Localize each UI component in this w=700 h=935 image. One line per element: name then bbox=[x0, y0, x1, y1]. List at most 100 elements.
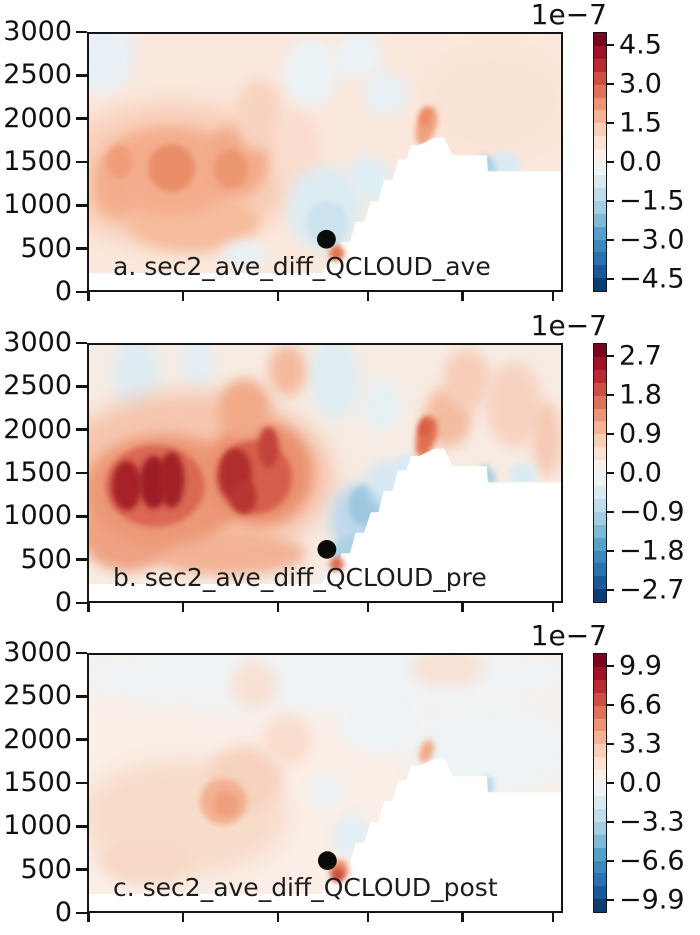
colorbar-tick-label-a: 1.5 bbox=[619, 107, 662, 139]
colorbar-tick-label-c: 0.0 bbox=[619, 767, 662, 799]
x-tick-mark-a bbox=[366, 292, 370, 301]
colorbar-cell bbox=[594, 33, 606, 46]
colorbar-cell bbox=[594, 200, 606, 214]
colorbar-cell bbox=[594, 576, 606, 590]
y-tick-mark-a bbox=[76, 204, 87, 207]
x-tick-mark-a bbox=[461, 292, 464, 301]
y-tick-mark-a bbox=[76, 160, 87, 164]
y-tick-label-c: 0 bbox=[54, 897, 72, 928]
y-tick-label-a: 1500 bbox=[3, 146, 72, 177]
marker-dot-a bbox=[316, 229, 336, 249]
panel-b: b. sec2_ave_diff_QCLOUD_pre 1e−7 3000 250… bbox=[0, 312, 700, 617]
y-tick-mark-c bbox=[76, 911, 87, 915]
colorbar-tick-mark-a bbox=[607, 43, 614, 47]
y-tick-label-a: 0 bbox=[54, 276, 72, 307]
y-tick-label-b: 0 bbox=[54, 587, 72, 618]
colorbar-cell bbox=[594, 795, 606, 809]
colorbar-cell bbox=[594, 744, 606, 758]
y-tick-mark-a bbox=[76, 290, 87, 294]
colorbar-tick-mark-b bbox=[607, 393, 614, 397]
colorbar-scale-label-c: 1e−7 bbox=[530, 619, 607, 652]
panel-a: a. sec2_ave_diff_QCLOUD_ave 1e−7 3000 250… bbox=[0, 1, 700, 306]
colorbar-tick-mark-c bbox=[607, 742, 614, 746]
y-tick-label-b: 2000 bbox=[3, 413, 72, 445]
colorbar-tick-label-b: 0.9 bbox=[619, 418, 662, 450]
contour-plot-b: b. sec2_ave_diff_QCLOUD_pre bbox=[87, 343, 563, 603]
colorbar-tick-label-a: 4.5 bbox=[619, 29, 662, 61]
colorbar-cell bbox=[594, 847, 606, 861]
colorbar-cell bbox=[594, 821, 606, 835]
colorbar-tick-mark-a bbox=[607, 277, 614, 281]
panel-label-c: c. sec2_ave_diff_QCLOUD_post bbox=[113, 872, 498, 902]
colorbar-b bbox=[593, 343, 607, 603]
colorbar-cell bbox=[594, 421, 606, 435]
x-tick-mark-b bbox=[461, 603, 464, 612]
x-tick-mark-a bbox=[276, 292, 280, 301]
colorbar-cell bbox=[594, 434, 606, 448]
y-tick-mark-a bbox=[76, 117, 87, 120]
colorbar-cell bbox=[594, 123, 606, 137]
panel-label-a: a. sec2_ave_diff_QCLOUD_ave bbox=[113, 251, 491, 281]
colorbar-cell bbox=[594, 97, 606, 111]
terrain-mask-b bbox=[89, 448, 561, 601]
colorbar-cell bbox=[594, 899, 606, 913]
x-tick-mark-b bbox=[366, 603, 370, 612]
y-tick-mark-a bbox=[76, 74, 87, 77]
y-tick-mark-b bbox=[76, 428, 87, 431]
colorbar-a bbox=[593, 32, 607, 292]
colorbar-tick-label-a: −4.5 bbox=[619, 263, 685, 295]
colorbar-cell bbox=[594, 537, 606, 551]
colorbar-tick-mark-b bbox=[607, 549, 614, 553]
colorbar-cell bbox=[594, 524, 606, 538]
colorbar-tick-label-a: 3.0 bbox=[619, 68, 662, 100]
colorbar-cell bbox=[594, 834, 606, 848]
colorbar-tick-label-c: 3.3 bbox=[619, 728, 662, 760]
colorbar-tick-mark-b bbox=[607, 432, 614, 436]
colorbar-cell bbox=[594, 252, 606, 266]
contour-field-b bbox=[89, 345, 561, 601]
colorbar-tick-label-c: −6.6 bbox=[619, 845, 685, 877]
colorbar-cell bbox=[594, 550, 606, 564]
colorbar-tick-mark-b bbox=[607, 510, 614, 514]
y-tick-mark-c bbox=[76, 695, 87, 698]
colorbar-cell bbox=[594, 149, 606, 163]
colorbar-tick-label-b: 1.8 bbox=[619, 379, 662, 411]
colorbar-cell bbox=[594, 187, 606, 201]
colorbar-tick-label-a: 0.0 bbox=[619, 146, 662, 178]
colorbar-tick-mark-a bbox=[607, 160, 614, 164]
colorbar-cell bbox=[594, 395, 606, 409]
colorbar-cell bbox=[594, 239, 606, 253]
colorbar-cell bbox=[594, 226, 606, 240]
marker-dot-b bbox=[317, 540, 337, 559]
x-tick-mark-b bbox=[551, 603, 555, 612]
contour-plot-a: a. sec2_ave_diff_QCLOUD_ave bbox=[87, 32, 563, 292]
x-tick-mark-c bbox=[276, 913, 280, 922]
colorbar-cell bbox=[594, 886, 606, 900]
colorbar-scale-label-a: 1e−7 bbox=[530, 0, 607, 31]
colorbar-cell bbox=[594, 71, 606, 85]
contour-field-c bbox=[89, 655, 561, 911]
colorbar-tick-mark-a bbox=[607, 121, 614, 125]
y-tick-label-b: 1500 bbox=[3, 457, 72, 488]
colorbar-tick-mark-b bbox=[607, 588, 614, 592]
colorbar-cell bbox=[594, 860, 606, 874]
colorbar-c bbox=[593, 653, 607, 913]
y-tick-label-a: 2500 bbox=[3, 59, 72, 91]
colorbar-cell bbox=[594, 136, 606, 150]
y-tick-mark-a bbox=[76, 247, 87, 250]
colorbar-tick-label-a: −1.5 bbox=[619, 185, 685, 217]
colorbar-cell bbox=[594, 213, 606, 227]
colorbar-tick-label-c: −9.9 bbox=[619, 884, 685, 916]
colorbar-cell bbox=[594, 679, 606, 693]
contour-plot-c: c. sec2_ave_diff_QCLOUD_post bbox=[87, 653, 563, 913]
colorbar-tick-label-c: 6.6 bbox=[619, 689, 662, 721]
colorbar-tick-label-a: −3.0 bbox=[619, 224, 685, 256]
panel-label-b: b. sec2_ave_diff_QCLOUD_pre bbox=[113, 562, 487, 592]
colorbar-tick-label-b: −0.9 bbox=[619, 496, 685, 528]
colorbar-tick-mark-c bbox=[607, 820, 614, 824]
colorbar-tick-mark-c bbox=[607, 898, 614, 902]
colorbar-cell bbox=[594, 45, 606, 59]
colorbar-scale-label-b: 1e−7 bbox=[530, 309, 607, 342]
colorbar-cell bbox=[594, 718, 606, 732]
colorbar-cell bbox=[594, 174, 606, 188]
